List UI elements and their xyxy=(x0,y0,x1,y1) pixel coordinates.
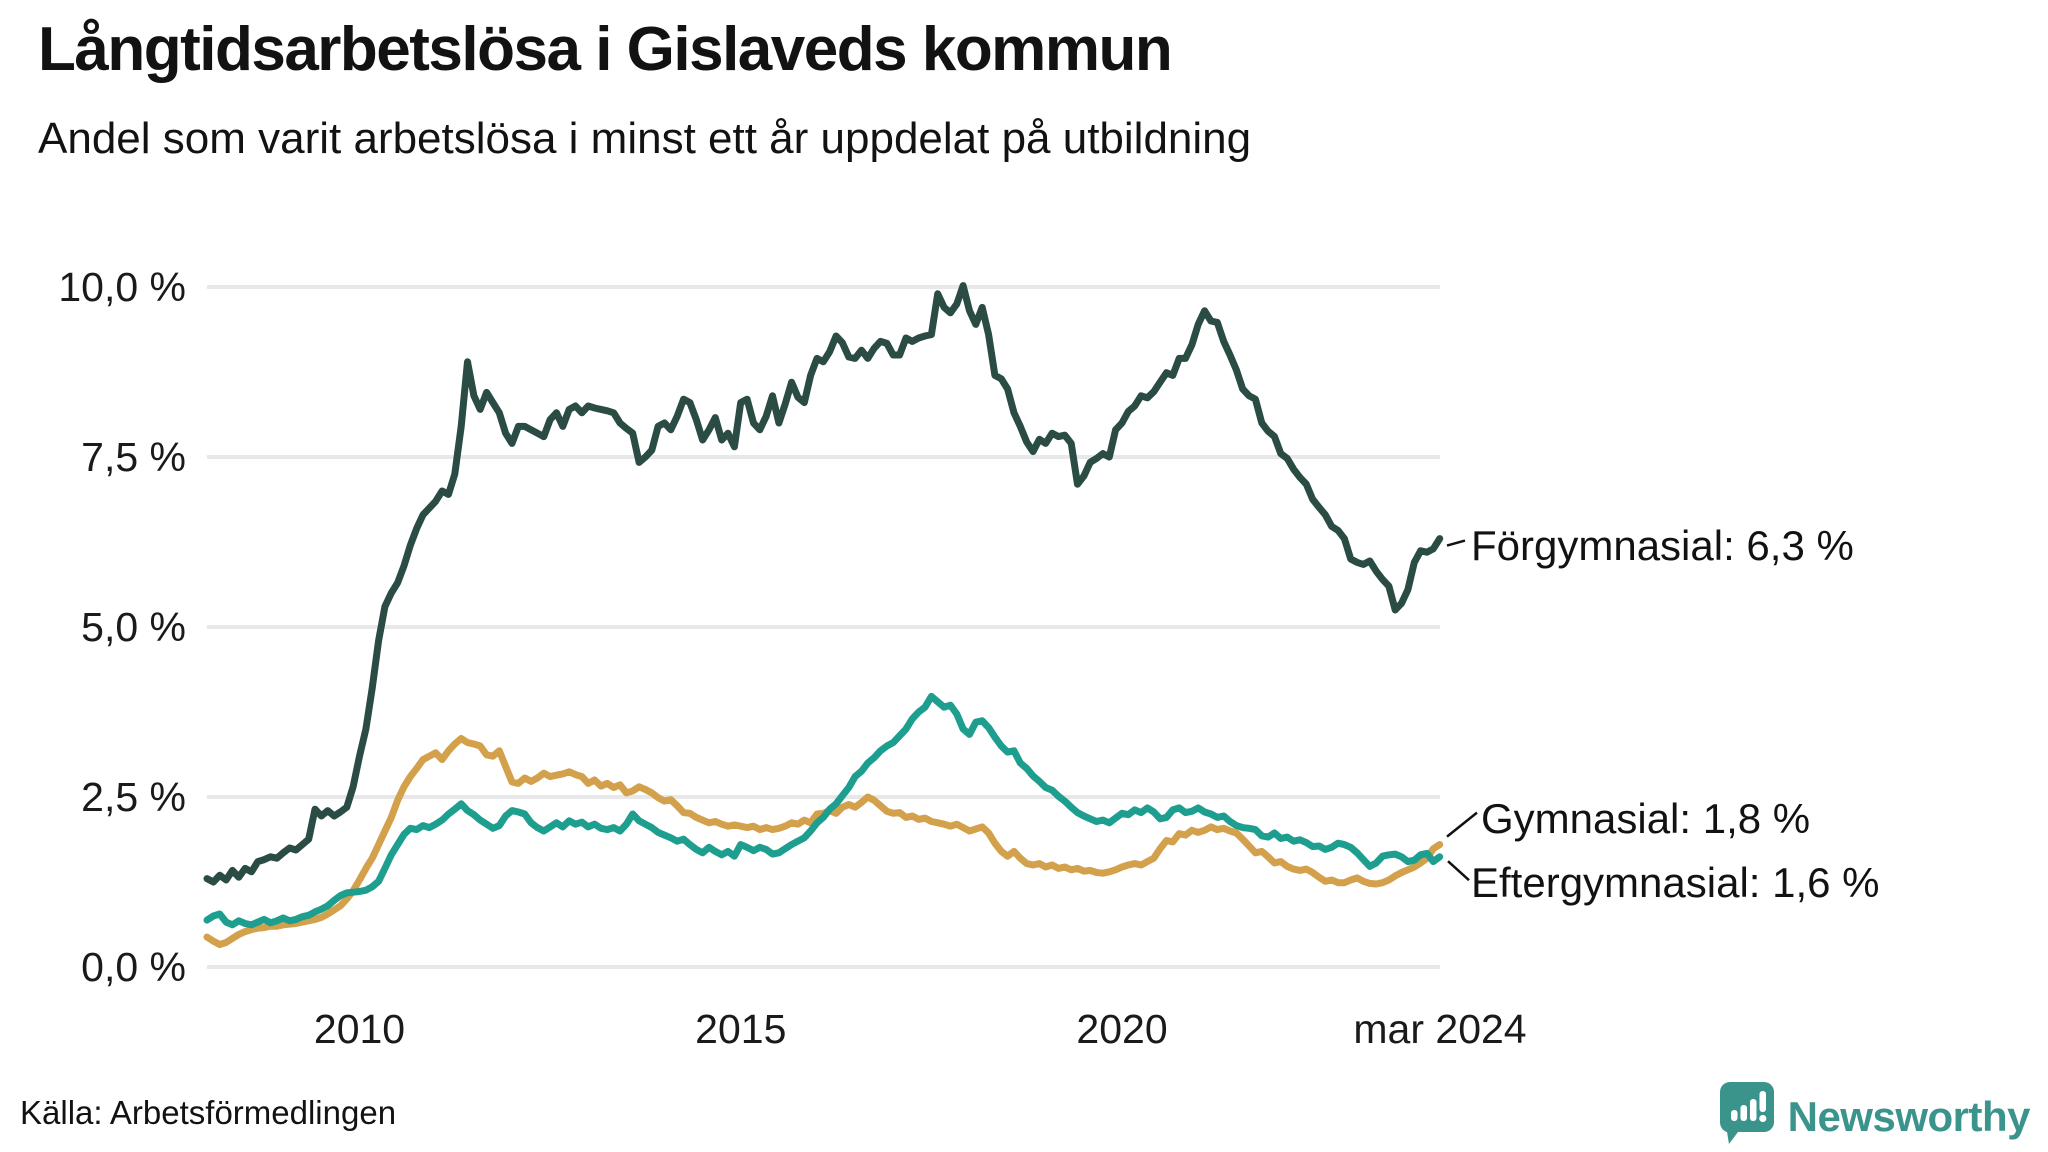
y-tick-label: 7,5 % xyxy=(81,434,186,480)
line-eftergymnasial xyxy=(203,692,1444,929)
y-tick-label: 0,0 % xyxy=(81,944,186,990)
line-förgymnasial xyxy=(203,282,1444,886)
newsworthy-brand-text: Newsworthy xyxy=(1787,1092,2031,1140)
leader-line-forgymnasial xyxy=(1446,539,1466,547)
x-tick-label: mar 2024 xyxy=(1353,1006,1527,1052)
leader-line-eftergymnasial xyxy=(1447,860,1470,882)
series-label-eftergymnasial: Eftergymnasial: 1,6 % xyxy=(1471,859,1880,906)
newsworthy-logo: Newsworthy xyxy=(1719,1082,2031,1151)
y-tick-label: 2,5 % xyxy=(81,774,186,820)
page-title: Långtidsarbetslösa i Gislaveds kommun xyxy=(38,15,1173,84)
y-tick-label: 5,0 % xyxy=(81,604,186,650)
line-gymnasial xyxy=(203,735,1444,949)
series-label-forgymnasial: Förgymnasial: 6,3 % xyxy=(1471,522,1854,569)
newsworthy-logo-icon xyxy=(1719,1082,1774,1151)
x-tick-label: 2015 xyxy=(695,1006,787,1052)
x-tick-label: 2010 xyxy=(313,1006,406,1052)
page-subtitle: Andel som varit arbetslösa i minst ett å… xyxy=(38,114,1252,163)
series-label-gymnasial: Gymnasial: 1,8 % xyxy=(1481,795,1811,842)
leader-line-gymnasial xyxy=(1446,811,1478,838)
y-tick-label: 10,0 % xyxy=(58,264,186,310)
x-tick-label: 2020 xyxy=(1076,1006,1168,1052)
source-note: Källa: Arbetsförmedlingen xyxy=(20,1094,397,1131)
